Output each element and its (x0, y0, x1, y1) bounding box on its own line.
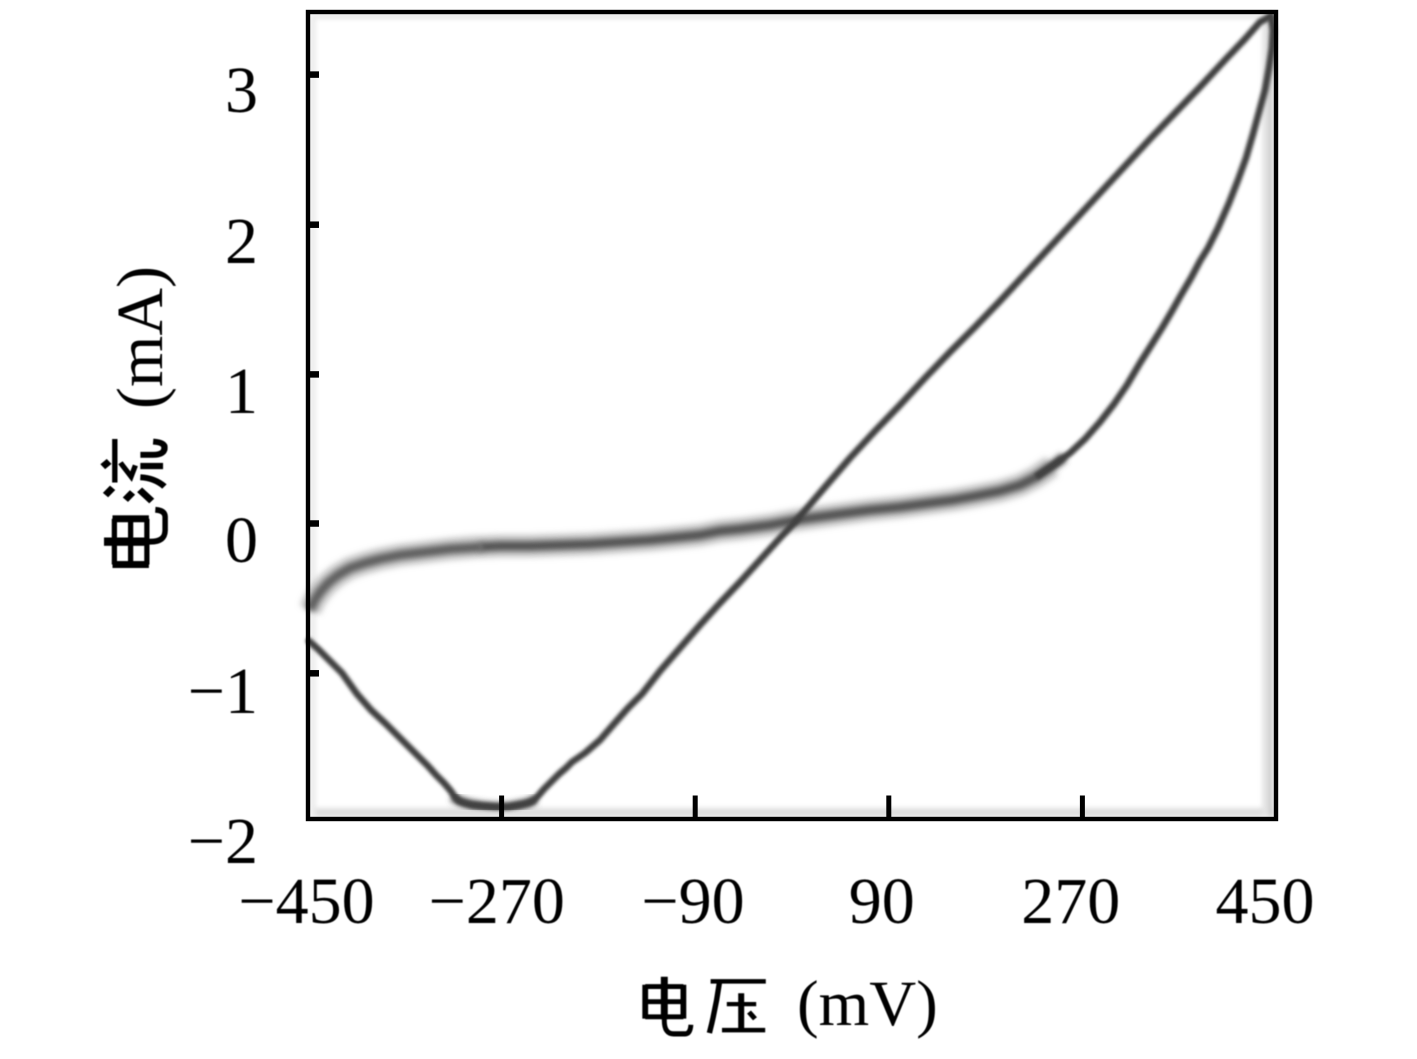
svg-text:−90: −90 (641, 865, 744, 938)
svg-text:450: 450 (1216, 865, 1315, 938)
svg-text:−270: −270 (429, 865, 565, 938)
svg-text:1: 1 (225, 355, 258, 428)
svg-text:3: 3 (225, 54, 258, 127)
svg-text:2: 2 (225, 205, 258, 278)
svg-text:0: 0 (225, 504, 258, 577)
svg-text:−450: −450 (238, 865, 374, 938)
svg-text:(mA): (mA) (104, 266, 177, 409)
svg-text:(mV): (mV) (797, 968, 938, 1040)
svg-text:270: 270 (1021, 865, 1120, 938)
svg-text:90: 90 (849, 865, 915, 938)
svg-text:−2: −2 (188, 805, 258, 878)
svg-text:−1: −1 (188, 655, 258, 728)
